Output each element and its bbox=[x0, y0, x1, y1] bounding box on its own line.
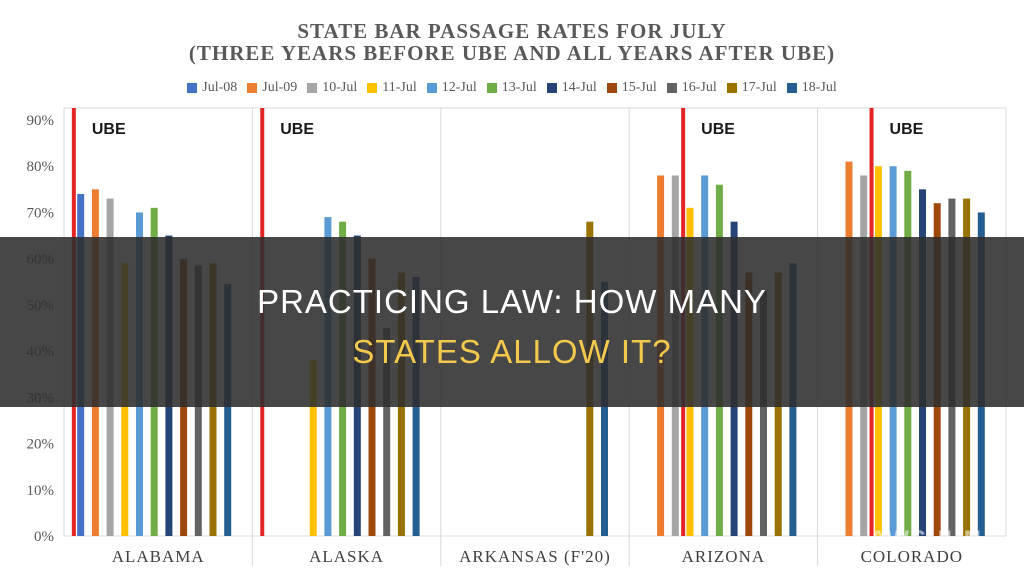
legend-swatch bbox=[486, 83, 497, 93]
legend-swatch bbox=[187, 83, 198, 93]
legend-item: 11-Jul bbox=[367, 80, 417, 96]
legend-item: 10-Jul bbox=[307, 80, 357, 96]
x-tick-label: ALABAMA bbox=[112, 547, 205, 566]
legend-label: 17-Jul bbox=[741, 80, 777, 95]
legend-item: Jul-08 bbox=[187, 80, 237, 96]
legend-label: 18-Jul bbox=[801, 80, 837, 95]
legend-label: 15-Jul bbox=[621, 80, 657, 95]
legend-swatch bbox=[546, 83, 557, 93]
ube-marker-label: UBE bbox=[92, 121, 126, 138]
bar-18-jul-arkansas-f- bbox=[601, 281, 608, 536]
y-tick-label: 0% bbox=[34, 529, 54, 545]
legend-swatch bbox=[726, 83, 737, 93]
legend-label: 14-Jul bbox=[561, 80, 597, 95]
legend-item: 14-Jul bbox=[546, 80, 597, 96]
x-tick-label: ALASKA bbox=[309, 547, 384, 566]
overlay-heading-line-1: PRACTICING LAW: HOW MANY bbox=[257, 283, 767, 320]
legend-label: Jul-09 bbox=[262, 80, 298, 95]
legend-item: Jul-09 bbox=[247, 80, 297, 96]
legend-item: 17-Jul bbox=[726, 80, 777, 96]
y-tick-label: 80% bbox=[27, 159, 55, 175]
legend-label: 11-Jul bbox=[382, 80, 417, 95]
y-tick-label: 90% bbox=[27, 113, 55, 129]
x-tick-label: ARIZONA bbox=[682, 547, 766, 566]
legend-item: 16-Jul bbox=[666, 80, 717, 96]
bar-18-jul-alabama bbox=[224, 284, 232, 536]
legend-swatch bbox=[786, 83, 797, 93]
legend-item: 18-Jul bbox=[786, 80, 837, 96]
bar-16-jul-arizona bbox=[760, 291, 767, 536]
x-tick-label: COLORADO bbox=[861, 547, 963, 566]
y-tick-label: 20% bbox=[27, 437, 55, 453]
chart-legend: Jul-08 Jul-09 10-Jul 11-Jul 12-Jul 13-Jul 14-J… bbox=[0, 80, 1024, 96]
legend-swatch bbox=[426, 83, 437, 93]
legend-label: 16-Jul bbox=[681, 80, 717, 95]
ube-marker-label: UBE bbox=[280, 121, 314, 138]
legend-label: 12-Jul bbox=[441, 80, 477, 95]
ube-marker-label: UBE bbox=[701, 121, 735, 138]
x-tick-label: ARKANSAS (F'20) bbox=[459, 547, 611, 566]
watermark-logo: LAWSHUN bbox=[853, 526, 982, 553]
legend-swatch bbox=[247, 83, 258, 93]
legend-label: 13-Jul bbox=[501, 80, 537, 95]
legend-swatch bbox=[606, 83, 617, 93]
legend-item: 12-Jul bbox=[426, 80, 477, 96]
legend-swatch bbox=[367, 83, 378, 93]
ube-marker-label: UBE bbox=[890, 121, 924, 138]
legend-swatch bbox=[666, 83, 677, 93]
title-overlay-band bbox=[0, 237, 1024, 407]
legend-swatch bbox=[307, 83, 318, 93]
y-tick-label: 70% bbox=[27, 205, 55, 221]
bar-11-jul-alaska bbox=[309, 360, 317, 536]
chart-title: STATE BAR PASSAGE RATES FOR JULY bbox=[297, 19, 727, 43]
overlay-heading-line-2: STATES ALLOW IT? bbox=[352, 333, 672, 370]
legend-label: 10-Jul bbox=[322, 80, 358, 95]
legend-item: 15-Jul bbox=[606, 80, 657, 96]
bar-16-jul-alaska bbox=[383, 328, 391, 536]
y-tick-label: 10% bbox=[27, 483, 55, 499]
chart-subtitle: (THREE YEARS BEFORE UBE AND ALL YEARS AF… bbox=[188, 41, 836, 65]
legend-item: 13-Jul bbox=[486, 80, 537, 96]
legend-label: Jul-08 bbox=[202, 80, 238, 95]
